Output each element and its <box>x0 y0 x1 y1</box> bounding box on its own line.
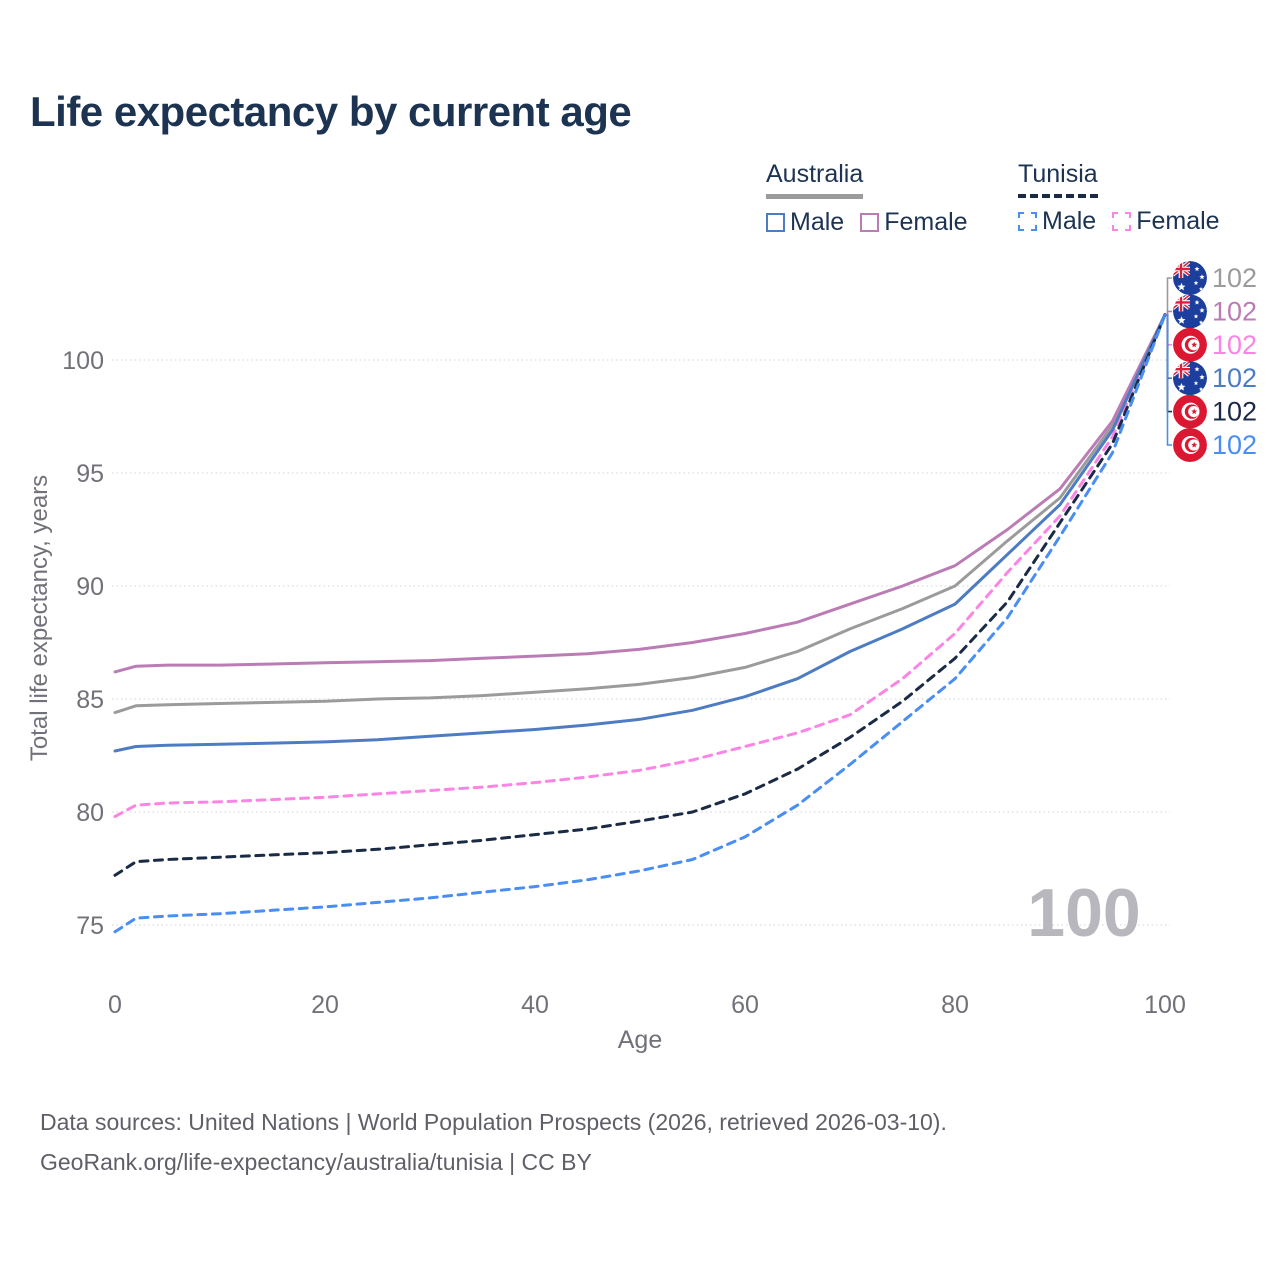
legend-label-tunisia-male: Male <box>1042 207 1097 235</box>
legend-label-australia-female: Female <box>884 208 968 236</box>
australia-flag-icon <box>1173 294 1207 329</box>
series-line-tunisia-female[interactable] <box>113 313 1167 818</box>
y-tick-label-85: 85 <box>76 686 104 714</box>
leader-line-tunisia-male <box>1164 314 1172 446</box>
series-line-tunisia-total[interactable] <box>113 313 1167 877</box>
legend-title-tunisia[interactable]: Tunisia <box>1018 160 1098 198</box>
series-line-australia-male[interactable] <box>113 313 1167 753</box>
legend-label-tunisia-female: Female <box>1136 207 1220 235</box>
y-tick-label-90: 90 <box>76 573 104 601</box>
end-value-label-tunisia-male: 102 <box>1212 430 1257 460</box>
footer: Data sources: United Nations | World Pop… <box>40 1102 947 1182</box>
legend-label-australia-male: Male <box>790 208 845 236</box>
legend-swatch-australia-male[interactable] <box>766 213 785 232</box>
legend-swatch-tunisia-female[interactable] <box>1112 212 1132 231</box>
end-value-label-australia-total: 102 <box>1212 263 1257 293</box>
x-tick-label-80: 80 <box>941 991 969 1019</box>
y-tick-label-95: 95 <box>76 460 104 488</box>
series-line-australia-female[interactable] <box>113 313 1167 674</box>
series-line-tunisia-male[interactable] <box>113 313 1167 934</box>
y-axis-title: Total life expectancy, years <box>26 475 53 761</box>
end-value-label-tunisia-female: 102 <box>1212 330 1257 360</box>
legend-swatch-tunisia-male[interactable] <box>1018 212 1037 231</box>
leader-line-australia-total <box>1164 277 1172 316</box>
x-tick-label-0: 0 <box>108 991 122 1019</box>
tunisia-flag-icon <box>1173 428 1207 462</box>
legend-swatch-australia-female[interactable] <box>860 213 880 232</box>
age-hover-watermark: 100 <box>1027 875 1140 951</box>
x-tick-label-40: 40 <box>521 991 549 1019</box>
end-value-label-tunisia-total: 102 <box>1212 397 1257 427</box>
tunisia-flag-icon <box>1173 327 1207 362</box>
legend-row-tunisia: Male Female <box>1018 207 1236 236</box>
end-value-label-australia-male: 102 <box>1212 363 1257 393</box>
x-axis-title: Age <box>618 1026 662 1054</box>
x-tick-label-60: 60 <box>731 991 759 1019</box>
legend-group-tunisia: Tunisia Male Female <box>1018 160 1236 236</box>
end-value-label-australia-female: 102 <box>1212 296 1257 326</box>
y-tick-label-80: 80 <box>76 799 104 827</box>
series-line-australia-total[interactable] <box>113 313 1167 715</box>
legend-title-australia[interactable]: Australia <box>766 160 864 199</box>
australia-flag-icon <box>1173 361 1207 396</box>
x-tick-label-20: 20 <box>311 991 339 1019</box>
legend-group-australia: Australia Male Female <box>766 160 984 237</box>
x-tick-label-100: 100 <box>1144 991 1186 1019</box>
australia-flag-icon <box>1173 261 1207 295</box>
legend-row-australia: Male Female <box>766 208 984 237</box>
footer-data-sources: Data sources: United Nations | World Pop… <box>40 1109 947 1135</box>
y-tick-label-75: 75 <box>76 912 104 940</box>
y-tick-label-100: 100 <box>62 347 104 375</box>
tunisia-flag-icon <box>1173 394 1207 429</box>
page-title: Life expectancy by current age <box>30 88 632 135</box>
footer-attribution: GeoRank.org/life-expectancy/australia/tu… <box>40 1149 592 1175</box>
